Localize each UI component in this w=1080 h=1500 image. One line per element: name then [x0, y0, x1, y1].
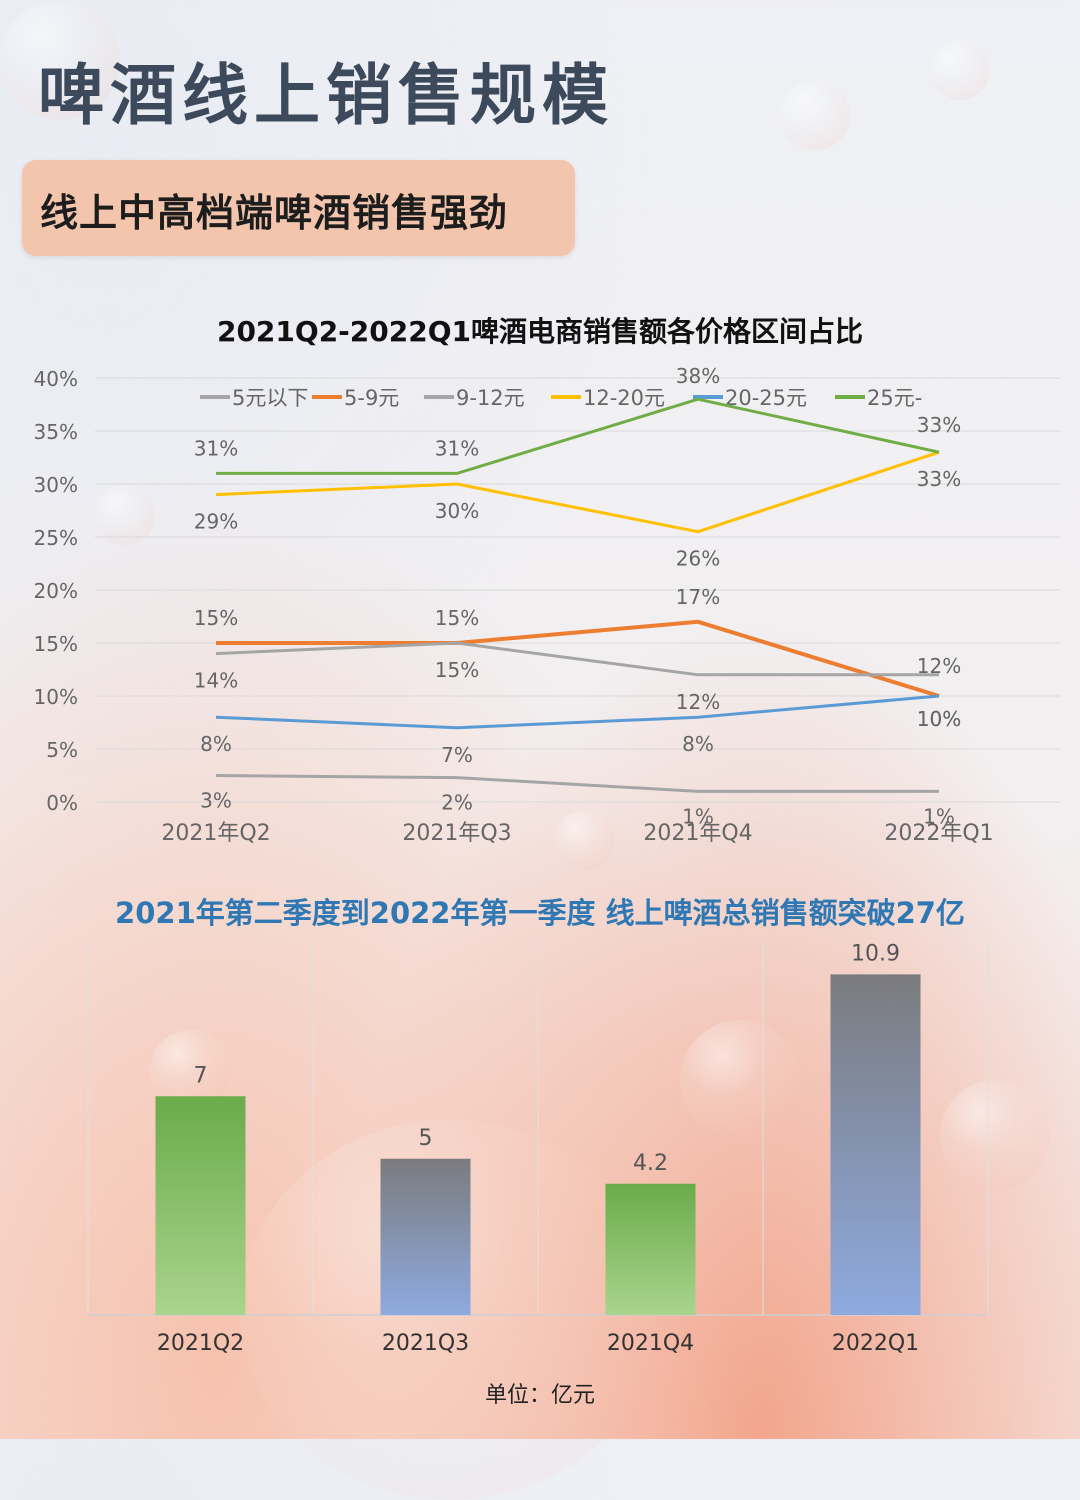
subtitle-banner: 线上中高档端啤酒销售强劲 [22, 160, 575, 256]
series-line [215, 450, 940, 534]
data-label: 10.9 [851, 941, 900, 966]
series-line [216, 619, 940, 698]
y-tick-label: 25% [34, 526, 78, 550]
data-label: 5 [419, 1126, 433, 1151]
data-label: 38% [676, 364, 720, 388]
y-tick-label: 40% [34, 367, 78, 391]
data-label: 8% [682, 732, 714, 756]
data-label: 3% [200, 789, 232, 813]
decorative-bubble [930, 40, 990, 100]
legend-label: 25元- [867, 386, 922, 410]
subtitle-text: 线上中高档端啤酒销售强劲 [40, 191, 509, 235]
legend-label: 20-25元 [725, 386, 807, 410]
legend-label: 5-9元 [344, 386, 399, 410]
data-label: 31% [194, 436, 238, 460]
legend-label: 5元以下 [232, 386, 308, 410]
line-chart: 0% 5% 10% 15% 20% 25% 30% 35% 40% 2021年Q2 2021年Q3 2… [34, 364, 1060, 846]
data-label: 33% [917, 413, 961, 437]
unit-label: 单位：亿元 [484, 1383, 595, 1408]
y-tick-label: 5% [46, 738, 78, 762]
data-label: 12% [676, 690, 720, 714]
x-tick-label: 2022Q1 [832, 1331, 919, 1356]
y-tick-label: 0% [46, 791, 78, 815]
data-label: 33% [917, 467, 961, 491]
page-title: 啤酒线上销售规模 [38, 57, 614, 134]
series-line [215, 694, 940, 730]
data-label: 7 [194, 1063, 208, 1088]
x-tick-label: 2022年Q1 [884, 821, 993, 846]
bar-chart: 7 2021Q2 5 2021Q3 4.2 2021Q4 10.9 2022Q1 [87, 940, 989, 1356]
data-label: 14% [194, 669, 238, 693]
series-line [215, 774, 939, 793]
legend-label: 9-12元 [456, 386, 525, 410]
data-label: 10% [917, 707, 961, 731]
data-label: 30% [435, 499, 479, 523]
data-label: 10% [917, 707, 961, 731]
data-label: 1% [923, 804, 955, 828]
y-tick-label: 35% [34, 420, 78, 444]
data-label: 17% [676, 585, 720, 609]
x-tick-label: 2021Q3 [382, 1331, 469, 1356]
bar [155, 1096, 246, 1315]
data-label: 12% [917, 654, 961, 678]
data-label: 8% [200, 732, 232, 756]
data-label: 31% [435, 436, 479, 460]
data-label: 15% [435, 658, 479, 682]
y-tick-label: 10% [34, 685, 78, 709]
bar [605, 1183, 696, 1315]
data-label: 4.2 [633, 1151, 668, 1176]
data-label: 15% [435, 606, 479, 630]
data-label: 7% [441, 743, 473, 767]
y-tick-label: 15% [34, 632, 78, 656]
x-tick-label: 2021Q4 [607, 1331, 694, 1356]
data-label: 29% [194, 510, 238, 534]
decorative-bubble [780, 80, 850, 150]
x-tick-label: 2021年Q4 [643, 821, 752, 846]
legend-label: 12-20元 [583, 386, 665, 410]
data-label: 1% [682, 804, 714, 828]
series-line [216, 397, 940, 475]
bar-chart-title: 2021年第二季度到2022年第一季度 线上啤酒总销售额突破27亿 [115, 896, 965, 930]
series-line [215, 641, 939, 677]
data-label: 2% [441, 791, 473, 815]
data-label: 26% [676, 547, 720, 571]
x-tick-label: 2021Q2 [157, 1331, 244, 1356]
y-tick-label: 20% [34, 579, 78, 603]
line-chart-title: 2021Q2-2022Q1啤酒电商销售额各价格区间占比 [216, 315, 864, 348]
x-tick-label: 2021年Q3 [402, 821, 511, 846]
data-label: 15% [194, 606, 238, 630]
x-tick-label: 2021年Q2 [161, 821, 270, 846]
bar [830, 974, 921, 1315]
bar [380, 1158, 471, 1315]
y-tick-label: 30% [34, 473, 78, 497]
